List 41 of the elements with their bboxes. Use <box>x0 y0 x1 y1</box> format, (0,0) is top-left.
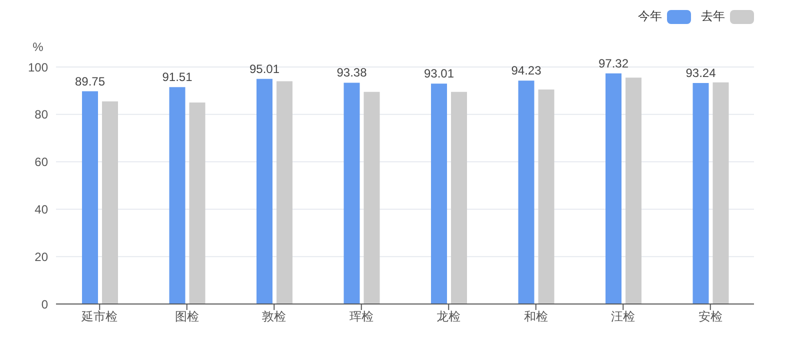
y-axis-title: % <box>32 40 44 54</box>
x-tick-label: 图检 <box>174 310 199 324</box>
data-label: 89.75 <box>74 74 106 88</box>
x-tick-label: 和检 <box>524 310 548 324</box>
bar <box>626 78 642 304</box>
x-tick-label: 安检 <box>698 310 722 324</box>
y-tick-label: 100 <box>28 60 48 74</box>
bar <box>82 91 98 304</box>
bar <box>364 92 380 304</box>
x-tick-label: 汪检 <box>611 310 636 324</box>
bar <box>518 80 534 304</box>
data-label: 93.38 <box>336 66 368 80</box>
bar <box>169 87 186 304</box>
x-tick-label: 龙检 <box>436 310 461 324</box>
x-tick-label: 延市检 <box>80 310 118 324</box>
bar <box>692 83 709 304</box>
data-label: 93.01 <box>424 66 454 81</box>
bar <box>451 92 467 304</box>
y-tick-label: 80 <box>34 108 48 122</box>
data-label: 97.32 <box>598 56 629 70</box>
data-label: 91.51 <box>162 70 193 84</box>
data-label: 94.23 <box>511 64 542 78</box>
y-tick-label: 0 <box>41 297 48 312</box>
bar <box>538 90 554 304</box>
y-tick-label: 20 <box>34 250 48 264</box>
bar <box>606 73 622 304</box>
data-label: 93.24 <box>686 66 716 80</box>
x-tick-label: 敦检 <box>262 310 286 324</box>
bar <box>276 81 292 304</box>
bar <box>344 82 360 304</box>
bar <box>102 101 118 304</box>
x-tick-label: 珲检 <box>349 310 374 324</box>
legend-label: 去年 <box>701 8 725 25</box>
bar <box>256 78 272 304</box>
y-tick-label: 60 <box>34 155 48 170</box>
bar <box>712 82 729 304</box>
bar <box>431 84 447 304</box>
y-tick-label: 40 <box>34 202 48 216</box>
data-label: 95.01 <box>249 62 280 76</box>
bar <box>189 102 206 304</box>
legend-label: 今年 <box>638 8 662 25</box>
